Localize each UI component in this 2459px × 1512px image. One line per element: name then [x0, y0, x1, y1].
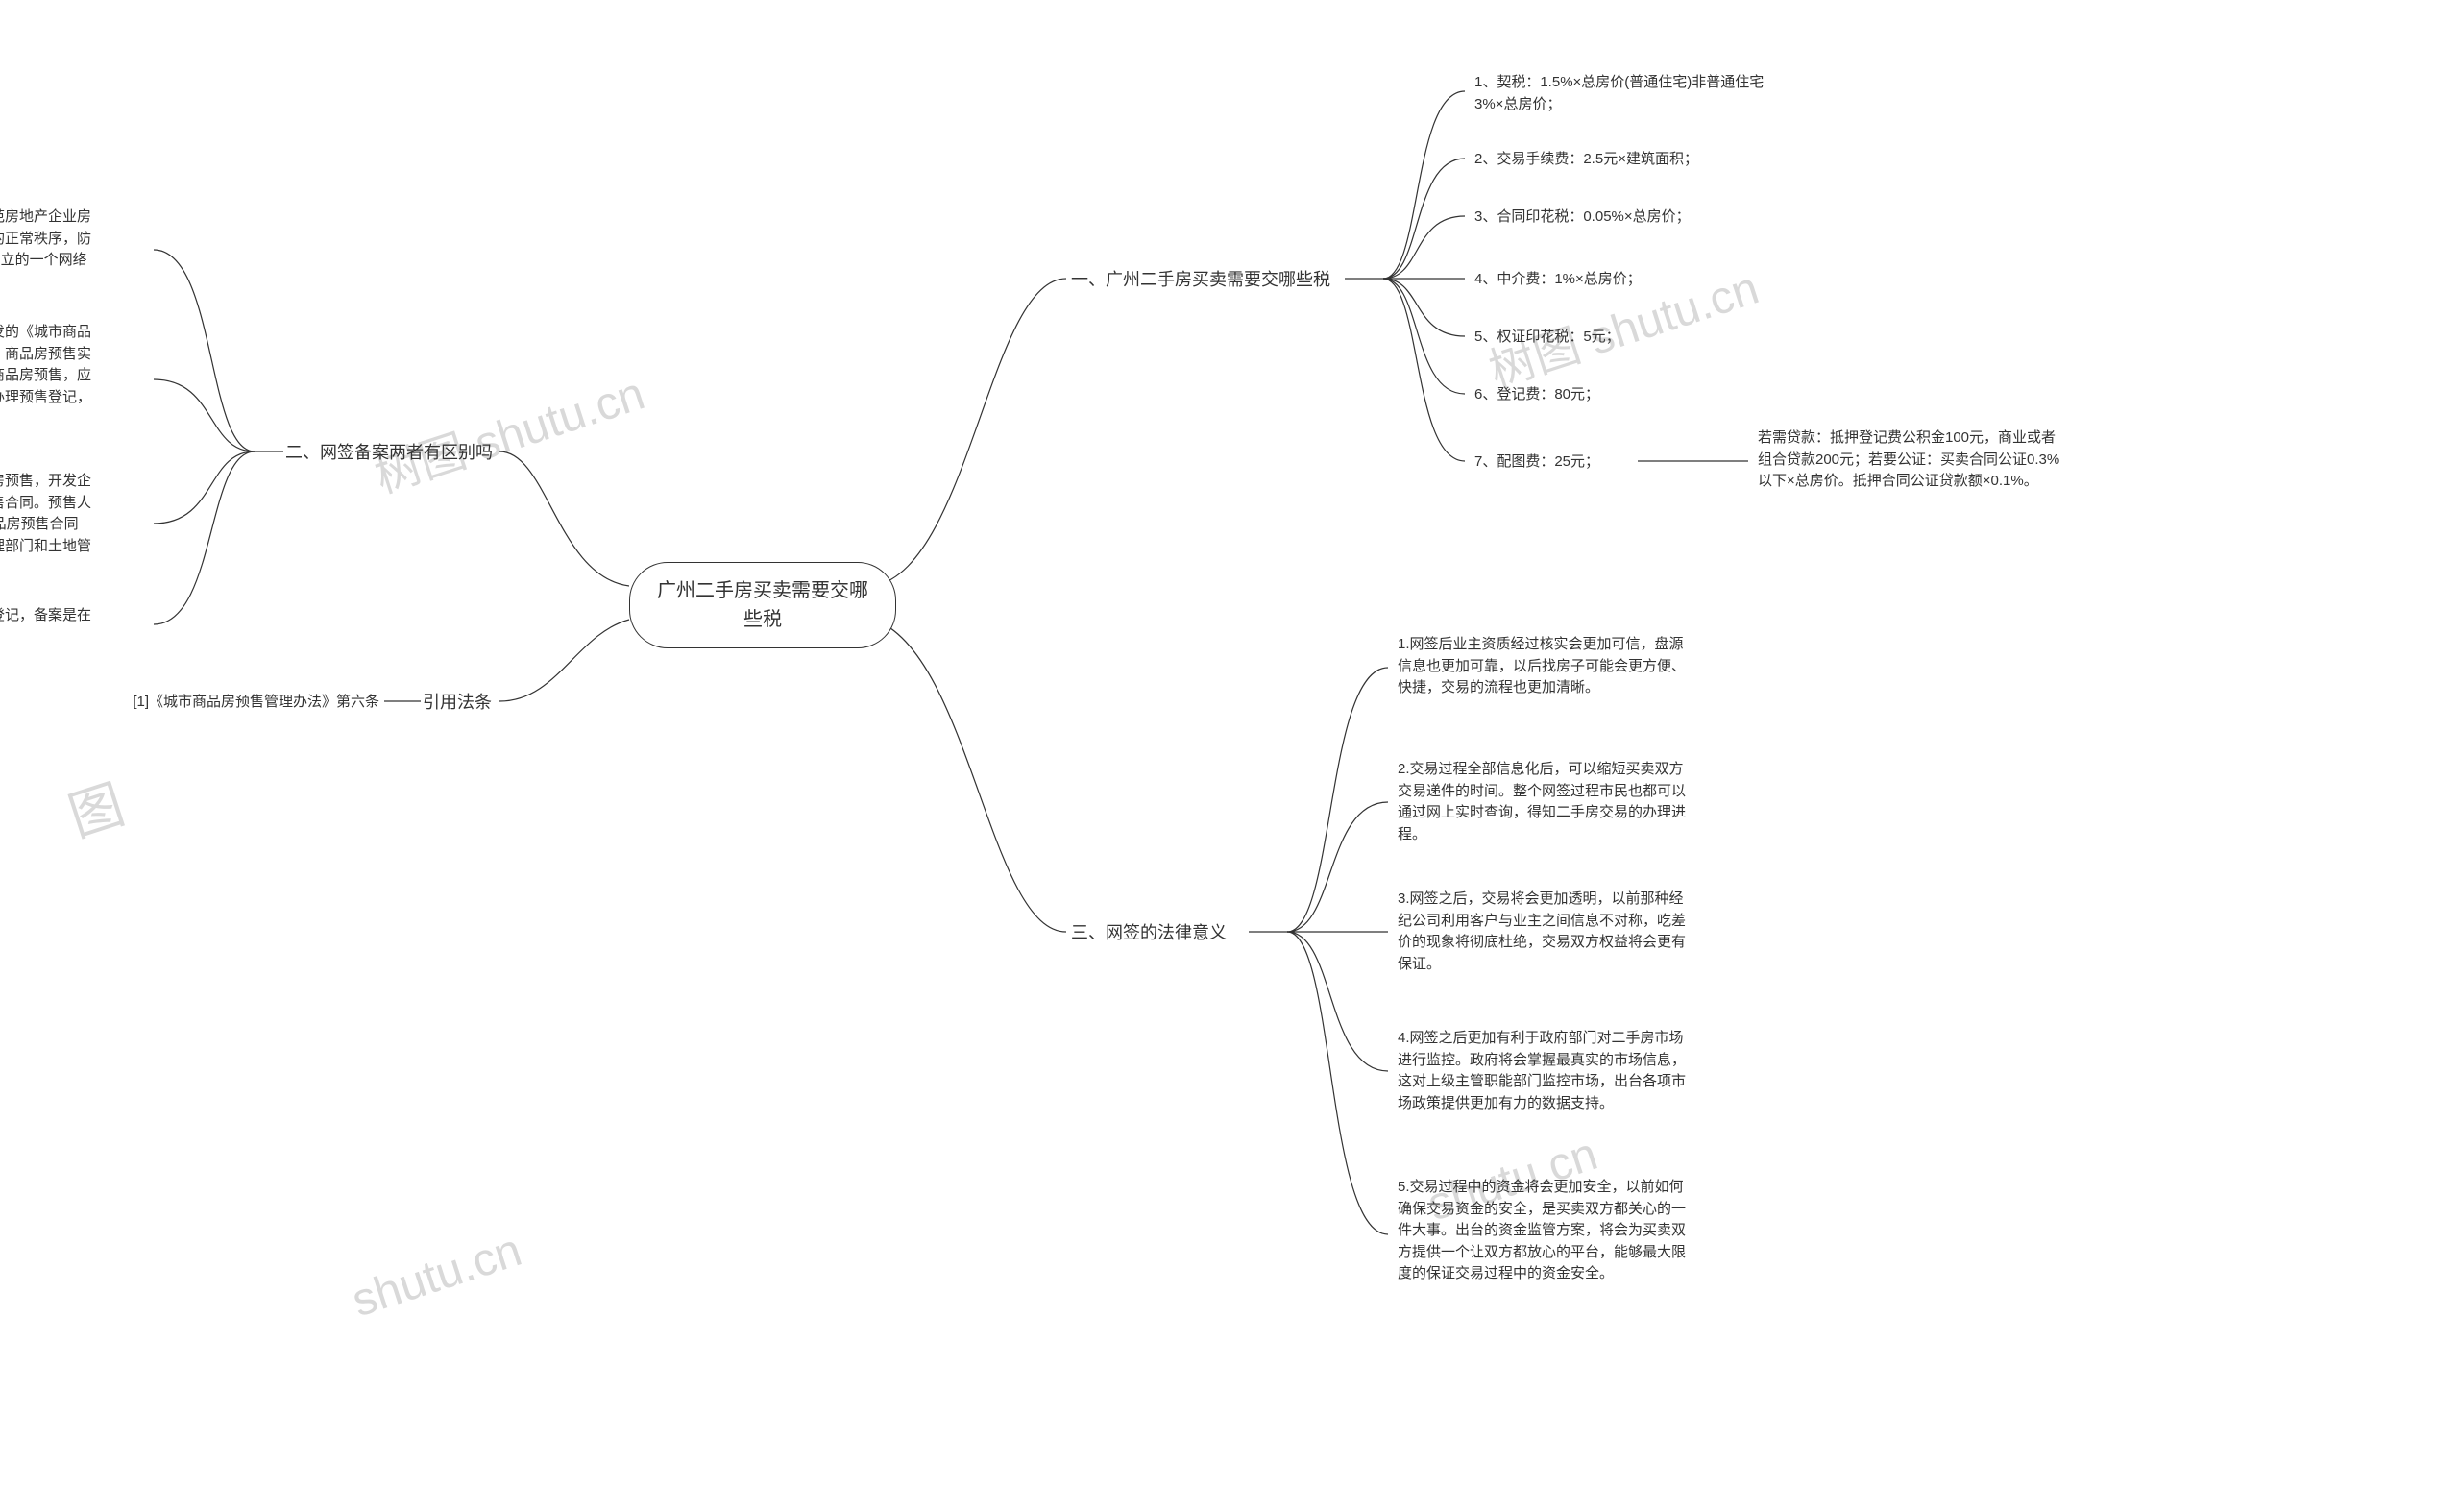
branch-cite-item-1: [1]《城市商品房预售管理办法》第六条: [133, 692, 379, 714]
branch3-item-3: 3.网签之后，交易将会更加透明，以前那种经纪公司利用客户与业主之间信息不对称，吃…: [1398, 889, 1695, 975]
branch1-item-2: 2、交易手续费：2.5元×建筑面积；: [1474, 149, 1698, 171]
watermark: shutu.cn: [346, 1224, 528, 1328]
branch1-item-1: 1、契税：1.5%×总房价(普通住宅)非普通住宅3%×总房价；: [1474, 72, 1772, 115]
branch1-item-3: 3、合同印花税：0.05%×总房价；: [1474, 207, 1691, 229]
branch1-item-7-extra: 若需贷款：抵押登记费公积金100元，商业或者组合贷款200元；若要公证：买卖合同…: [1758, 427, 2065, 493]
watermark: 图: [58, 762, 133, 852]
branch-2-label: 二、网签备案两者有区别吗: [285, 440, 493, 466]
branch2-item-1-text: 网签：是房地产管理部门为规范房地产企业房屋销售行为，维持房地产市场的正常秩序，防…: [0, 208, 91, 290]
watermark: 树图 shutu.cn: [365, 355, 651, 505]
branch1-item-5: 5、权证印花税：5元；: [1474, 327, 1620, 349]
branch1-item-4: 4、中介费：1%×总房价；: [1474, 269, 1642, 291]
center-topic: 广州二手房买卖需要交哪 些税: [629, 562, 896, 648]
branch-1-label: 一、广州二手房买卖需要交哪些税: [1071, 267, 1330, 293]
branch-cite-label: 引用法条: [423, 690, 492, 716]
branch2-item-4: 换句话说，网签是在网络系统登记，备案是在房管局登记。: [0, 605, 91, 648]
branch2-item-2: 备案：是根据我国建设部所颁发的《城市商品房预售管理办法》第六条规定：商品房预售实…: [0, 322, 91, 430]
branch-cite-item-1-text: [1]《城市商品房预售管理办法》第六条: [133, 694, 379, 710]
connector-svg: [0, 0, 2459, 1512]
branch1-item-7: 7、配图费：25元；: [1474, 451, 1599, 474]
branch-3-label: 三、网签的法律意义: [1071, 920, 1227, 946]
branch3-item-4: 4.网签之后更加有利于政府部门对二手房市场进行监控。政府将会掌握最真实的市场信息…: [1398, 1028, 1695, 1114]
branch2-item-3: 该办法第十条同时规定：商品房预售，开发企业应当与承购人签订商品房预售合同。预售人…: [0, 471, 91, 579]
center-line2: 些税: [657, 605, 868, 634]
center-line1: 广州二手房买卖需要交哪: [657, 576, 868, 605]
branch2-item-3-text: 该办法第十条同时规定：商品房预售，开发企业应当与承购人签订商品房预售合同。预售人…: [0, 473, 91, 575]
branch1-item-6: 6、登记费：80元；: [1474, 384, 1599, 406]
branch3-item-2: 2.交易过程全部信息化后，可以缩短买卖双方交易递件的时间。整个网签过程市民也都可…: [1398, 759, 1695, 845]
branch3-item-5: 5.交易过程中的资金将会更加安全，以前如何确保交易资金的安全，是买卖双方都关心的…: [1398, 1177, 1695, 1285]
branch2-item-2-text: 备案：是根据我国建设部所颁发的《城市商品房预售管理办法》第六条规定：商品房预售实…: [0, 324, 91, 427]
branch2-item-1: 网签：是房地产管理部门为规范房地产企业房屋销售行为，维持房地产市场的正常秩序，防…: [0, 207, 91, 293]
branch3-item-1: 1.网签后业主资质经过核实会更加可信，盘源信息也更加可靠，以后找房子可能会更方便…: [1398, 634, 1695, 699]
branch2-item-4-text: 换句话说，网签是在网络系统登记，备案是在房管局登记。: [0, 607, 91, 646]
